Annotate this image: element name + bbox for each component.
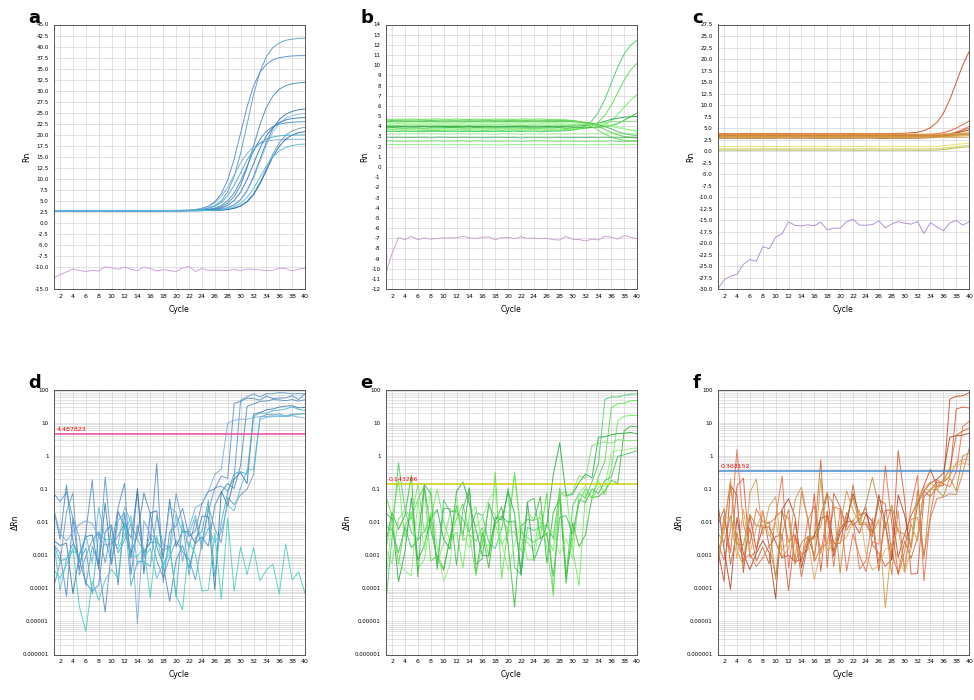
X-axis label: Cycle: Cycle [833, 304, 854, 314]
X-axis label: Cycle: Cycle [833, 670, 854, 679]
Text: a: a [28, 8, 40, 27]
X-axis label: Cycle: Cycle [501, 304, 522, 314]
Text: d: d [28, 374, 41, 392]
Y-axis label: Rn: Rn [22, 152, 32, 162]
Text: f: f [693, 374, 700, 392]
Text: 4.487823: 4.487823 [56, 428, 87, 433]
Text: e: e [360, 374, 373, 392]
Y-axis label: ΔRn: ΔRn [11, 514, 19, 530]
Y-axis label: Rn: Rn [360, 152, 369, 162]
Y-axis label: ΔRn: ΔRn [675, 514, 684, 530]
Text: 0.363152: 0.363152 [721, 463, 750, 468]
X-axis label: Cycle: Cycle [169, 304, 190, 314]
Text: b: b [360, 8, 373, 27]
Text: 0.143266: 0.143266 [389, 477, 418, 482]
X-axis label: Cycle: Cycle [501, 670, 522, 679]
Y-axis label: Rn: Rn [687, 152, 695, 162]
Y-axis label: ΔRn: ΔRn [343, 514, 352, 530]
X-axis label: Cycle: Cycle [169, 670, 190, 679]
Text: c: c [693, 8, 703, 27]
